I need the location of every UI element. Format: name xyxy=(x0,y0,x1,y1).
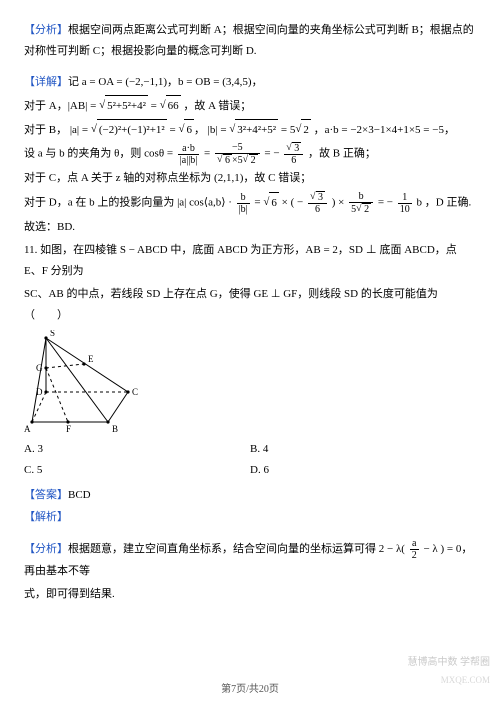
line-c: 对于 C，点 A 关于 z 轴的对称点坐标为 (2,1,1)，故 C 错误； xyxy=(24,168,476,189)
analysis2-row: 【分析】根据题意，建立空间直角坐标系，结合空间向量的坐标运算可得 2 − λ( … xyxy=(24,538,476,582)
line-a: 对于 A，|AB| = 5²+5²+4² = 66 ，故 A 错误； xyxy=(24,95,476,117)
sqrt-icon: 2 xyxy=(243,154,258,166)
options-block: A. 3 B. 4 C. 5 D. 6 xyxy=(24,439,476,481)
detail-intro: 【详解】记 a = OA = (−2,−1,1)，b = OB = (3,4,5… xyxy=(24,72,476,93)
detail-label: 【详解】 xyxy=(24,76,68,88)
sqrt-icon: 3 xyxy=(286,142,301,154)
line-a-tail: ，故 A 错误； xyxy=(183,100,251,112)
answer-row: 【答案】BCD xyxy=(24,485,476,506)
svg-text:E: E xyxy=(88,354,94,364)
fraction: 36 xyxy=(308,191,327,215)
pyramid-figure: S G D E C A F B xyxy=(24,330,174,435)
analysis-text: 根据空间两点距离公式可判断 A；根据空间向量的夹角坐标公式可判断 B；根据点的对… xyxy=(24,24,474,57)
q11-line1: 11. 如图，在四棱锥 S − ABCD 中，底面 ABCD 为正方形，AB =… xyxy=(24,240,476,282)
sqrt-icon: 5²+5²+4² xyxy=(99,95,148,117)
line-d-pre: 对于 D，a 在 b 上的投影向量为 |a| cos⟨a,b⟩ · xyxy=(24,197,235,209)
fraction: a2 xyxy=(410,538,419,561)
svg-text:F: F xyxy=(66,424,71,434)
line-a-eq: = xyxy=(151,100,160,112)
fraction: a·b|a||b| xyxy=(178,143,199,166)
line-d: 对于 D，a 在 b 上的投影向量为 |a| cos⟨a,b⟩ · b|b| =… xyxy=(24,191,476,215)
fraction: 110 xyxy=(398,192,412,215)
q11-number: 11. xyxy=(24,244,40,256)
svg-text:C: C xyxy=(132,387,138,397)
detail-intro-text: 记 a = OA = (−2,−1,1)，b = OB = (3,4,5)， xyxy=(68,76,263,88)
option-b[interactable]: B. 4 xyxy=(250,439,476,460)
svg-text:D: D xyxy=(36,387,43,397)
watermark: 慧博高中数 学帮圈 MXQE.COM xyxy=(408,653,491,689)
line-d-tail: ，D 正确. xyxy=(425,197,471,209)
sqrt-icon: (−2)²+(−1)²+1² xyxy=(91,119,167,141)
fraction: b52 xyxy=(349,191,373,215)
fraction: −5 6×52 xyxy=(215,142,260,166)
analysis-label: 【分析】 xyxy=(24,24,68,36)
svg-text:A: A xyxy=(24,424,31,434)
answer-value: BCD xyxy=(68,489,91,501)
svg-text:G: G xyxy=(36,363,43,373)
line-b-dot: ，a·b = −2×3−1×4+1×5 = −5， xyxy=(314,124,455,136)
select-line: 故选：BD. xyxy=(24,217,476,238)
fraction: 3 6 xyxy=(284,142,303,166)
line-b2-tail: ，故 B 正确； xyxy=(308,148,376,160)
option-c[interactable]: C. 5 xyxy=(24,460,250,481)
line-b2: 设 a 与 b 的夹角为 θ，则 cosθ = a·b|a||b| = −5 6… xyxy=(24,142,476,166)
line-a-pre: 对于 A，|AB| = xyxy=(24,100,99,112)
sqrt-icon: 2 xyxy=(295,119,311,141)
analysis-block: 【分析】根据空间两点距离公式可判断 A；根据空间向量的夹角坐标公式可判断 B；根… xyxy=(24,20,476,62)
q11-line2: SC、AB 的中点，若线段 SD 上存在点 G，使得 GE ⊥ GF，则线段 S… xyxy=(24,284,476,326)
sqrt-icon: 6 xyxy=(217,154,232,166)
sqrt-icon: 2 xyxy=(356,203,371,215)
fraction: b|b| xyxy=(237,192,250,215)
svg-text:S: S xyxy=(50,330,55,338)
analysis2-label: 【分析】 xyxy=(24,543,68,555)
sqrt-icon: 6 xyxy=(263,192,279,214)
line-b: 对于 B， |a| = (−2)²+(−1)²+1² = 6， |b| = 3²… xyxy=(24,119,476,141)
sqrt-icon: 3²+4²+5² xyxy=(229,119,278,141)
line-b2-pre: 设 a 与 b 的夹角为 θ，则 cosθ = xyxy=(24,148,176,160)
line-b-pre: 对于 B， xyxy=(24,124,67,136)
sqrt-icon: 3 xyxy=(310,191,325,203)
explain-label: 【解析】 xyxy=(24,511,68,523)
option-d[interactable]: D. 6 xyxy=(250,460,476,481)
answer-label: 【答案】 xyxy=(24,489,68,501)
svg-text:B: B xyxy=(112,424,118,434)
explain-row: 【解析】 xyxy=(24,507,476,528)
sqrt-icon: 6 xyxy=(178,119,194,141)
sqrt-icon: 66 xyxy=(160,95,181,117)
option-a[interactable]: A. 3 xyxy=(24,439,250,460)
analysis2-line2: 式，即可得到结果. xyxy=(24,584,476,605)
